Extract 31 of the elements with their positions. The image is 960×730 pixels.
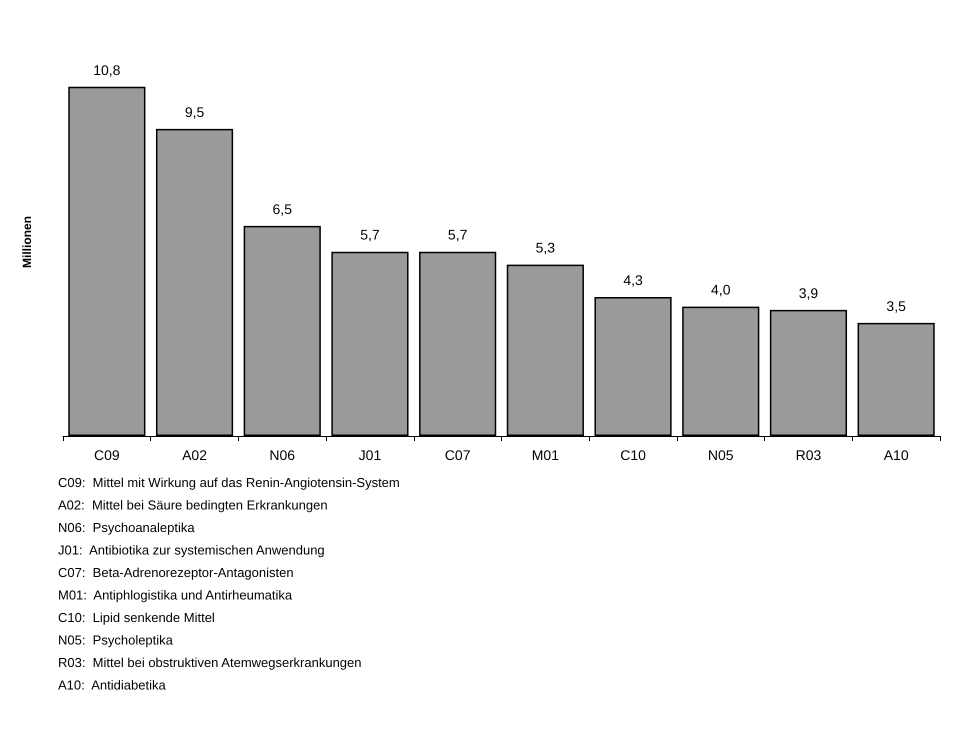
text: N05: Psycholeptika	[58, 632, 174, 648]
data-label: 3,5	[886, 298, 906, 314]
data-label: 9,5	[184, 104, 204, 120]
x-tick-label: A02	[182, 447, 208, 463]
text: N06: Psychoanaleptika	[58, 520, 196, 535]
data-label: 4,3	[623, 272, 643, 288]
text: J01: Antibiotika zur systemischen Anwendung	[58, 542, 325, 558]
data-label: 10,8	[93, 62, 121, 78]
text: C09: Mittel mit Wirkung auf das Renin-Angiotensin-System	[58, 475, 400, 490]
x-tick-label: C09	[94, 447, 120, 463]
data-label: 4,0	[711, 282, 731, 298]
data-label: 5,7	[448, 226, 468, 243]
x-tick-label: M01	[532, 447, 560, 463]
text: C10: Lipid senkende Mittel	[58, 610, 215, 625]
text: A10: Antidiabetika	[58, 678, 166, 692]
x-tick-label: J01	[358, 447, 382, 463]
x-tick-label: R03	[796, 447, 822, 463]
x-tick-label: C07	[444, 447, 471, 463]
data-label: 5,3	[536, 240, 556, 256]
text: A02: Mittel bei Säure bedingten Erkrankungen	[58, 498, 328, 512]
text: R03: Mittel bei obstruktiven Atemwegserkrankungen	[58, 655, 362, 670]
data-label: 5,7	[360, 226, 380, 243]
text: M01: Antiphlogistika und Antirheumatika	[58, 588, 293, 602]
x-tick-label: C10	[620, 447, 646, 463]
x-tick-label: N05	[708, 447, 734, 463]
text: C07: Beta-Adrenorezeptor-Antagonisten	[58, 565, 294, 580]
y-axis-title: Millionen	[20, 216, 34, 268]
data-label: 6,5	[272, 200, 292, 217]
x-tick-label: N06	[269, 447, 296, 463]
data-label: 3,9	[798, 284, 818, 301]
x-tick-label: A10	[884, 447, 909, 463]
